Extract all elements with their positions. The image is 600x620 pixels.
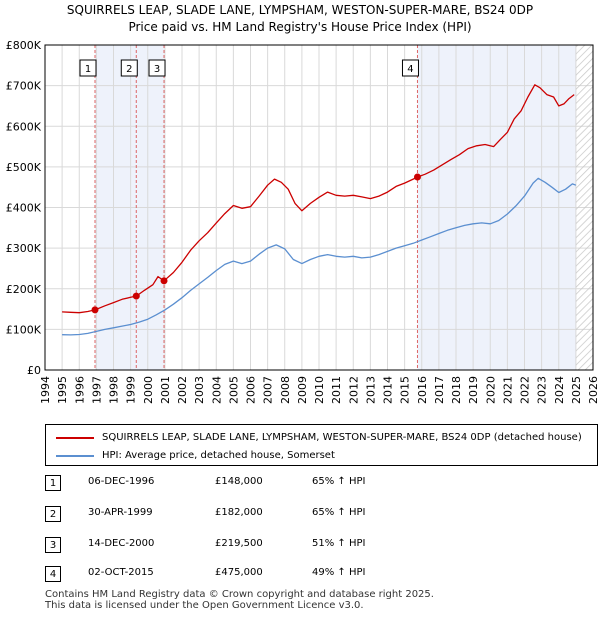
sale-marker-lines-layer (94, 45, 418, 370)
x-tick-label: 2012 (347, 376, 360, 404)
sale-label-box (120, 59, 138, 77)
x-tick-label: 2010 (313, 376, 326, 404)
x-tick-label: 2001 (159, 376, 172, 404)
sale-date: 14-DEC-2000 (88, 538, 155, 549)
x-tick-label: 1994 (39, 376, 52, 404)
sale-hpi-change: 49% ↑ HPI (312, 567, 366, 578)
sale-label-text: 3 (154, 64, 160, 75)
y-tick-label: £400K (6, 202, 42, 215)
sale-price: £475,000 (215, 567, 263, 578)
forecast-hatch-region (575, 45, 593, 370)
y-tick-label: £500K (6, 161, 42, 174)
legend-item-price: SQUIRRELS LEAP, SLADE LANE, LYMPSHAM, WE… (46, 429, 597, 447)
forecast-hatch-layer (575, 45, 593, 370)
x-tick-label: 2023 (536, 376, 549, 404)
y-tick-label: £700K (6, 80, 42, 93)
plot-frame (44, 44, 594, 371)
sale-label-text: 1 (85, 64, 91, 75)
price-paid-line (62, 84, 575, 314)
footer-licence: This data is licensed under the Open Gov… (45, 600, 364, 611)
sale-label-boxes-layer: 1 2 3 4 (79, 59, 419, 77)
legend-label-price: SQUIRRELS LEAP, SLADE LANE, LYMPSHAM, WE… (102, 432, 582, 443)
x-tick-label: 2004 (210, 376, 223, 404)
x-tick-label: 2003 (193, 376, 206, 404)
legend-label-hpi: HPI: Average price, detached house, Some… (102, 450, 335, 461)
x-tick-label: 2021 (501, 376, 514, 404)
sale-badge: 2 (45, 506, 61, 522)
x-tick-label: 2026 (587, 376, 600, 404)
x-tick-label: 2019 (467, 376, 480, 404)
sale-label-text: 4 (407, 64, 413, 75)
sale-hpi-change: 65% ↑ HPI (312, 476, 366, 487)
sale-points-layer (91, 173, 421, 314)
y-tick-label: £600K (6, 120, 42, 133)
x-tick-label: 2020 (484, 376, 497, 404)
sale-price: £219,500 (215, 538, 263, 549)
x-tick-label: 1995 (56, 376, 69, 404)
sale-hpi-change: 65% ↑ HPI (312, 507, 366, 518)
sale-point (91, 306, 99, 314)
legend-item-hpi: HPI: Average price, detached house, Some… (46, 447, 597, 465)
x-tick-label: 2008 (279, 376, 292, 404)
x-tick-label: 2005 (227, 376, 240, 404)
chart-title-line2: Price paid vs. HM Land Registry's House … (128, 20, 472, 34)
axis-layer: £0 £100K £200K £300K £400K £500K £600K £700K £80… (6, 39, 600, 404)
y-tick-label: £100K (6, 323, 42, 336)
sale-hpi-change: 51% ↑ HPI (312, 538, 366, 549)
x-tick-label: 1997 (90, 376, 103, 404)
hpi-line (62, 177, 577, 336)
legend-swatch-price (56, 437, 94, 439)
sale-price: £182,000 (215, 507, 263, 518)
sale-badge: 3 (45, 537, 61, 553)
x-tick-label: 2024 (553, 376, 566, 404)
x-tick-label: 2022 (519, 376, 532, 404)
x-tick-label: 2002 (176, 376, 189, 404)
x-tick-label: 2006 (245, 376, 258, 404)
x-tick-label: 1999 (125, 376, 138, 404)
sale-date: 06-DEC-1996 (88, 476, 155, 487)
x-tick-label: 2014 (382, 376, 395, 404)
sale-row-3: 3 14-DEC-2000 £219,500 51% ↑ HPI (45, 537, 465, 555)
y-tick-label: £200K (6, 283, 42, 296)
x-tick-label: 2009 (296, 376, 309, 404)
sale-label-box (401, 59, 419, 77)
sale-date: 30-APR-1999 (88, 507, 153, 518)
sale-price: £148,000 (215, 476, 263, 487)
x-tick-label: 2007 (262, 376, 275, 404)
sale-label-text: 2 (126, 64, 132, 75)
sale-row-2: 2 30-APR-1999 £182,000 65% ↑ HPI (45, 506, 465, 524)
sale-point (132, 292, 140, 300)
legend: SQUIRRELS LEAP, SLADE LANE, LYMPSHAM, WE… (45, 424, 598, 466)
sale-point (160, 277, 168, 285)
sale-point (413, 173, 421, 181)
chart-title-line1: SQUIRRELS LEAP, SLADE LANE, LYMPSHAM, WE… (66, 3, 534, 17)
sale-date: 02-OCT-2015 (88, 567, 154, 578)
x-tick-label: 2018 (450, 376, 463, 404)
sale-badge: 4 (45, 566, 61, 582)
x-tick-label: 1996 (73, 376, 86, 404)
x-tick-label: 1998 (108, 376, 121, 404)
y-tick-label: £800K (6, 39, 42, 52)
series-layer (62, 84, 577, 336)
sale-row-1: 1 06-DEC-1996 £148,000 65% ↑ HPI (45, 475, 465, 493)
sale-row-4: 4 02-OCT-2015 £475,000 49% ↑ HPI (45, 566, 465, 584)
x-tick-label: 2017 (433, 376, 446, 404)
x-tick-label: 2016 (416, 376, 429, 404)
x-tick-label: 2011 (330, 376, 343, 404)
sale-label-box (148, 59, 166, 77)
x-tick-label: 2025 (570, 376, 583, 404)
footer-copyright: Contains HM Land Registry data © Crown c… (45, 589, 434, 600)
legend-swatch-hpi (56, 455, 94, 457)
footer: Contains HM Land Registry data © Crown c… (45, 589, 595, 611)
y-tick-label: £300K (6, 242, 42, 255)
y-tick-label: £0 (27, 364, 41, 377)
chart-title: SQUIRRELS LEAP, SLADE LANE, LYMPSHAM, WE… (0, 2, 600, 36)
x-tick-label: 2013 (364, 376, 377, 404)
x-tick-label: 2000 (142, 376, 155, 404)
sale-label-box (79, 59, 97, 77)
sale-badge: 1 (45, 475, 61, 491)
x-tick-label: 2015 (399, 376, 412, 404)
